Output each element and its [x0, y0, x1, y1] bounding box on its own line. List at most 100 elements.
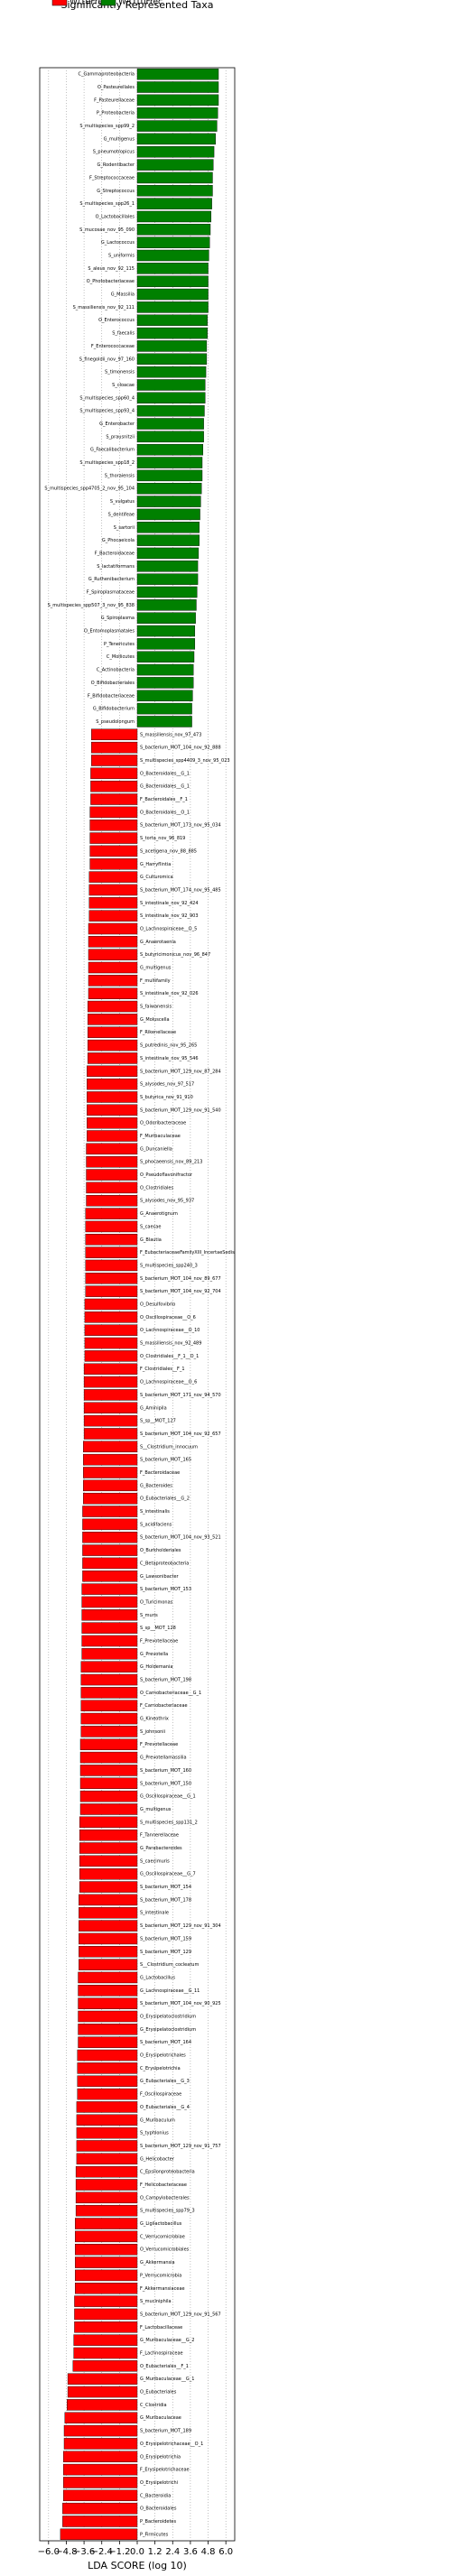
bar-label: S_aleus_nov_92_115 — [88, 266, 135, 272]
bar — [84, 1311, 138, 1323]
x-axis-label: LDA SCORE (log 10) — [88, 2560, 187, 2571]
bar — [136, 599, 197, 611]
bar-label: S_bacterium_MOT_198 — [140, 1678, 191, 1683]
bar — [85, 1234, 138, 1246]
bar-label: F_Erysipelotrichaceae — [140, 2468, 190, 2473]
bar — [91, 755, 138, 766]
bar-label: G_Akkermansia — [140, 2260, 175, 2266]
bar — [80, 1700, 138, 1711]
bar-label: O_Erysipelatoclostridium — [140, 2015, 196, 2020]
bar-label: S_butyricimonicus_nov_96_847 — [140, 952, 210, 958]
bar-label: G_Muribaculaceae__G_1 — [140, 2377, 194, 2382]
bar-label: G_Anaerotaenia — [140, 940, 176, 945]
bar-label: C_Verrucomicrobiae — [140, 2234, 185, 2239]
bar-label: S_timonensis — [105, 370, 135, 375]
bar — [62, 2489, 138, 2502]
bar — [136, 68, 219, 80]
bar — [79, 1765, 138, 1776]
bar-label: F_Spiroplasmataceae — [87, 589, 135, 595]
bar — [75, 2283, 138, 2294]
bar — [91, 741, 138, 754]
bar — [136, 677, 194, 689]
bar-label: S_mucosae_nov_95_090 — [79, 227, 135, 233]
bar — [67, 2373, 138, 2385]
bar-label: P_Verrucomicrobia — [140, 2273, 181, 2278]
bar — [88, 922, 138, 935]
bar-label: G_multigenus — [140, 966, 172, 971]
bar — [136, 547, 200, 560]
bar-label: G_Parabacteroides — [140, 1846, 182, 1851]
bar-label: S_bacterium_MOT_159 — [140, 1936, 191, 1941]
bar — [75, 2179, 138, 2191]
bar-label: S_multispecies_spp79_3 — [140, 2209, 195, 2214]
x-tick-label: 1.2 — [148, 2547, 162, 2557]
bar — [89, 858, 138, 870]
bar — [75, 2269, 138, 2282]
bar — [77, 2075, 138, 2087]
bar — [82, 1544, 138, 1556]
bar-label: F_Akkermansiaceae — [140, 2286, 185, 2292]
bar — [136, 263, 209, 274]
bar-label: G_Streptococcus — [97, 189, 135, 194]
bar-label: F_Clostridiales__F_1 — [140, 1367, 185, 1372]
bar — [83, 1363, 138, 1375]
bar — [83, 1479, 138, 1492]
bar-label: S_bacterium_MOT_129_nov_91_567 — [140, 2312, 221, 2317]
x-tick-label: −2.4 — [91, 2547, 113, 2557]
bar-label: S_torta_nov_96_819 — [140, 836, 185, 841]
bar — [136, 210, 212, 223]
bar — [74, 2321, 138, 2333]
bar-label: S_alysodes_nov_97_517 — [140, 1082, 194, 1088]
bar-label: O_Oscillospiraceae__O_6 — [140, 1315, 196, 1320]
bar-label: G_Ruthenibacterium — [88, 577, 135, 582]
bar — [83, 1376, 138, 1388]
bar — [88, 910, 138, 922]
bar — [136, 534, 200, 546]
bar-label: F_Lactobacillaceae — [140, 2325, 182, 2330]
bar — [136, 301, 209, 313]
bar — [88, 897, 138, 909]
bar-label: S_faecalis — [112, 331, 135, 337]
bar-label: F_Helicobacteraceae — [140, 2182, 187, 2188]
bar — [78, 2024, 138, 2035]
bar-label: O_Odoribacteraceae — [140, 1121, 186, 1126]
bar-label: G_Prevotellamassilia — [140, 1756, 187, 1761]
bar — [73, 2334, 138, 2346]
bar — [87, 1078, 138, 1090]
bar — [76, 2127, 138, 2139]
bar-label: S_multispecies_spp60_4 — [79, 395, 135, 401]
bar-label: P_Bacteroidetes — [140, 2519, 176, 2525]
bar-label: S_bacterium_MOT_104_nov_93_521 — [140, 1535, 221, 1541]
bar-label: S_sp__MOT_128 — [140, 1626, 176, 1631]
bar — [88, 961, 138, 974]
bar — [83, 1453, 138, 1466]
bar — [136, 690, 193, 701]
bar — [79, 1842, 138, 1854]
bar — [136, 418, 204, 430]
bar — [79, 1907, 138, 1919]
bar — [85, 1273, 138, 1284]
bar — [62, 2477, 138, 2488]
bar-label: G_Oscillospiraceae__G_1 — [140, 1794, 196, 1800]
bar — [89, 845, 138, 857]
bar-label: G_Moluscella — [140, 1017, 170, 1023]
bar-label: O_Erysipelotrichaceae__O_1 — [140, 2442, 203, 2447]
bar — [136, 508, 200, 521]
bar-label: S_bacterium_MOT_104_nov_92_657 — [140, 1432, 221, 1437]
bar-label: O_Erysipelotrichi — [140, 2480, 178, 2486]
bar-label: S_muciniphila — [140, 2299, 172, 2304]
bar-label: G_Blautia — [140, 1237, 162, 1243]
bar-label: O_Bacteroidales__O_1 — [140, 810, 190, 815]
bar — [83, 1402, 138, 1413]
bar — [80, 1687, 138, 1699]
bar-label: G_Massilia — [111, 292, 135, 298]
bar — [85, 1208, 138, 1219]
bar — [76, 2140, 138, 2152]
bar-label: F_Bacteroidaceae — [95, 551, 135, 556]
bar-label: G_Muribaculum — [140, 2117, 175, 2123]
bar-label: G_Bacteroidales__G_1 — [140, 784, 190, 790]
bar-label: S_typhlonius — [140, 2131, 169, 2136]
bar-label: F_Bifidobacteriaceae — [88, 693, 135, 699]
bar-label: S_multispecies_spp4705_2_nov_95_104 — [44, 486, 135, 492]
bar-label: G_Duncaniella — [140, 1146, 172, 1152]
